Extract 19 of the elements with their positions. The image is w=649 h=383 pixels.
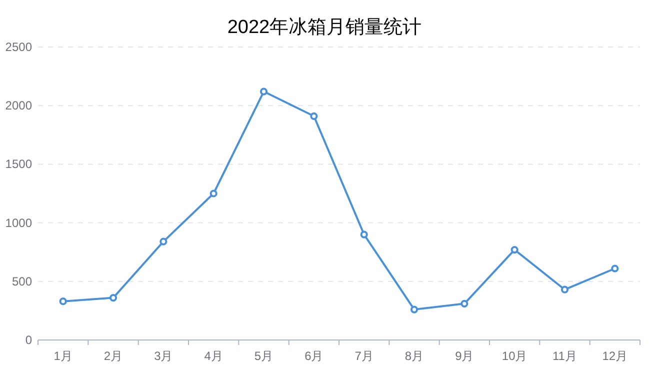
y-tick-label: 1500 (5, 157, 32, 172)
x-tick-label: 9月 (455, 349, 474, 363)
x-tick-label: 5月 (254, 349, 274, 363)
x-tick-label: 2月 (104, 349, 123, 363)
x-tick-label: 7月 (354, 349, 374, 363)
x-tick-label: 6月 (304, 349, 324, 363)
y-tick-label: 2500 (5, 40, 32, 54)
y-tick-label: 1000 (5, 216, 32, 230)
x-tick-label: 4月 (204, 349, 223, 363)
x-tick-label: 8月 (404, 349, 424, 363)
x-tick-label: 3月 (154, 349, 173, 363)
x-tick-label: 11月 (552, 349, 577, 363)
x-tick-label: 10月 (502, 349, 528, 363)
x-tick-label: 1月 (54, 349, 72, 363)
y-tick-label: 500 (12, 274, 32, 288)
title: 2022年冰箱月销量统计 (227, 17, 422, 38)
y-tick-label: 0 (25, 333, 32, 347)
x-tick-label: 12月 (602, 349, 628, 363)
y-tick-label: 2000 (5, 98, 32, 113)
